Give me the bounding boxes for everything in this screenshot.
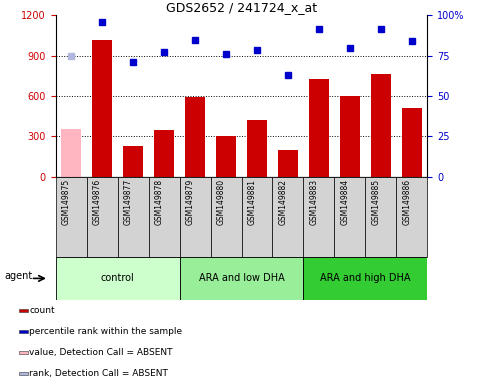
Bar [303, 257, 427, 300]
Text: rank, Detection Call = ABSENT: rank, Detection Call = ABSENT [29, 369, 169, 378]
Bar [19, 372, 28, 375]
Bar [56, 177, 86, 257]
Text: ARA and high DHA: ARA and high DHA [320, 273, 411, 283]
Bar [149, 177, 180, 257]
Bar [247, 120, 267, 177]
Bar [180, 177, 211, 257]
Bar [211, 177, 242, 257]
Text: GSM149882: GSM149882 [279, 179, 288, 225]
Bar [334, 177, 366, 257]
Text: GSM149879: GSM149879 [186, 179, 195, 225]
Bar [303, 177, 334, 257]
Bar [180, 257, 303, 300]
Text: GSM149884: GSM149884 [341, 179, 350, 225]
Text: GSM149886: GSM149886 [403, 179, 412, 225]
Bar [278, 151, 298, 177]
Text: GSM149878: GSM149878 [155, 179, 164, 225]
Bar [123, 146, 143, 177]
Bar [117, 177, 149, 257]
Bar [371, 74, 391, 177]
Bar [154, 130, 174, 177]
Text: GSM149885: GSM149885 [372, 179, 381, 225]
Bar [19, 309, 28, 311]
Text: GSM149875: GSM149875 [62, 179, 71, 225]
Bar [19, 351, 28, 354]
Text: count: count [29, 306, 55, 314]
Text: GSM149876: GSM149876 [93, 179, 102, 225]
Bar [272, 177, 303, 257]
Text: ARA and low DHA: ARA and low DHA [199, 273, 284, 283]
Bar [309, 79, 329, 177]
Bar [366, 177, 397, 257]
Text: control: control [100, 273, 134, 283]
Text: GSM149880: GSM149880 [217, 179, 226, 225]
Bar [19, 330, 28, 333]
Bar [402, 108, 422, 177]
Bar [340, 96, 360, 177]
Title: GDS2652 / 241724_x_at: GDS2652 / 241724_x_at [166, 1, 317, 14]
Text: value, Detection Call = ABSENT: value, Detection Call = ABSENT [29, 348, 173, 357]
Text: GSM149877: GSM149877 [124, 179, 133, 225]
Bar [56, 257, 180, 300]
Bar [92, 40, 112, 177]
Text: GSM149881: GSM149881 [248, 179, 257, 225]
Text: percentile rank within the sample: percentile rank within the sample [29, 327, 183, 336]
Bar [242, 177, 272, 257]
Bar [397, 177, 427, 257]
Text: GSM149883: GSM149883 [310, 179, 319, 225]
Bar [86, 177, 117, 257]
Text: agent: agent [4, 271, 33, 281]
Bar [216, 136, 236, 177]
Bar [185, 98, 205, 177]
Bar [61, 129, 81, 177]
